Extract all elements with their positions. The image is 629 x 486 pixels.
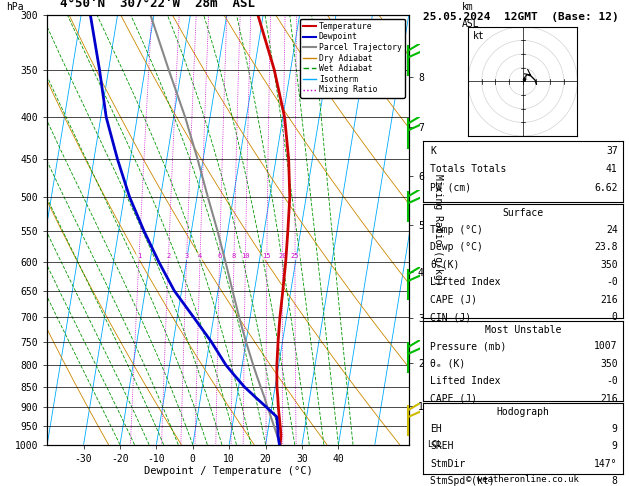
Text: Lifted Index: Lifted Index	[430, 277, 501, 287]
Text: Hodograph: Hodograph	[496, 407, 549, 417]
Text: kt: kt	[472, 31, 484, 41]
Text: -0: -0	[606, 277, 618, 287]
X-axis label: Dewpoint / Temperature (°C): Dewpoint / Temperature (°C)	[143, 467, 313, 476]
Text: 4: 4	[198, 253, 202, 259]
Text: 6: 6	[218, 253, 222, 259]
Text: SREH: SREH	[430, 441, 454, 451]
Legend: Temperature, Dewpoint, Parcel Trajectory, Dry Adiabat, Wet Adiabat, Isotherm, Mi: Temperature, Dewpoint, Parcel Trajectory…	[300, 18, 405, 98]
Text: 216: 216	[600, 295, 618, 305]
Text: 37: 37	[606, 146, 618, 156]
Text: EH: EH	[430, 424, 442, 434]
Text: Dewp (°C): Dewp (°C)	[430, 242, 483, 252]
Y-axis label: Mixing Ratio (g/kg): Mixing Ratio (g/kg)	[433, 174, 443, 285]
Text: Surface: Surface	[502, 208, 543, 218]
Text: StmDir: StmDir	[430, 459, 465, 469]
Text: 1: 1	[137, 253, 141, 259]
Text: km: km	[462, 2, 474, 12]
Text: LCL: LCL	[427, 440, 442, 449]
Text: © weatheronline.co.uk: © weatheronline.co.uk	[466, 474, 579, 484]
Text: hPa: hPa	[6, 2, 24, 12]
Text: StmSpd (kt): StmSpd (kt)	[430, 476, 495, 486]
Text: Most Unstable: Most Unstable	[484, 325, 561, 335]
Text: 216: 216	[600, 394, 618, 404]
Text: Totals Totals: Totals Totals	[430, 164, 506, 174]
Text: Lifted Index: Lifted Index	[430, 376, 501, 386]
Text: CAPE (J): CAPE (J)	[430, 295, 477, 305]
Text: 15: 15	[263, 253, 271, 259]
Text: 8: 8	[232, 253, 236, 259]
Text: θₑ(K): θₑ(K)	[430, 260, 460, 270]
Text: \: \	[525, 74, 527, 80]
Text: 41: 41	[606, 164, 618, 174]
Text: 25.05.2024  12GMT  (Base: 12): 25.05.2024 12GMT (Base: 12)	[423, 12, 618, 22]
Text: Pressure (mb): Pressure (mb)	[430, 341, 506, 351]
Text: ASL: ASL	[462, 19, 480, 29]
Text: 350: 350	[600, 359, 618, 369]
Text: 3: 3	[184, 253, 189, 259]
Text: 9: 9	[612, 424, 618, 434]
Text: 2: 2	[166, 253, 170, 259]
Text: K: K	[430, 146, 436, 156]
Text: 20: 20	[278, 253, 287, 259]
Text: 6.62: 6.62	[594, 183, 618, 193]
Text: Temp (°C): Temp (°C)	[430, 225, 483, 235]
Text: -0: -0	[606, 376, 618, 386]
Text: 10: 10	[241, 253, 250, 259]
Text: θₑ (K): θₑ (K)	[430, 359, 465, 369]
Text: 1007: 1007	[594, 341, 618, 351]
Text: 23.8: 23.8	[594, 242, 618, 252]
Text: 350: 350	[600, 260, 618, 270]
Text: 8: 8	[612, 476, 618, 486]
Text: CAPE (J): CAPE (J)	[430, 394, 477, 404]
Text: PW (cm): PW (cm)	[430, 183, 471, 193]
Text: 0: 0	[612, 312, 618, 322]
Text: 25: 25	[291, 253, 299, 259]
Text: 4°50'N  307°22'W  28m  ASL: 4°50'N 307°22'W 28m ASL	[60, 0, 255, 10]
Text: 24: 24	[606, 225, 618, 235]
Text: 9: 9	[612, 441, 618, 451]
Text: 147°: 147°	[594, 459, 618, 469]
Text: CIN (J): CIN (J)	[430, 312, 471, 322]
